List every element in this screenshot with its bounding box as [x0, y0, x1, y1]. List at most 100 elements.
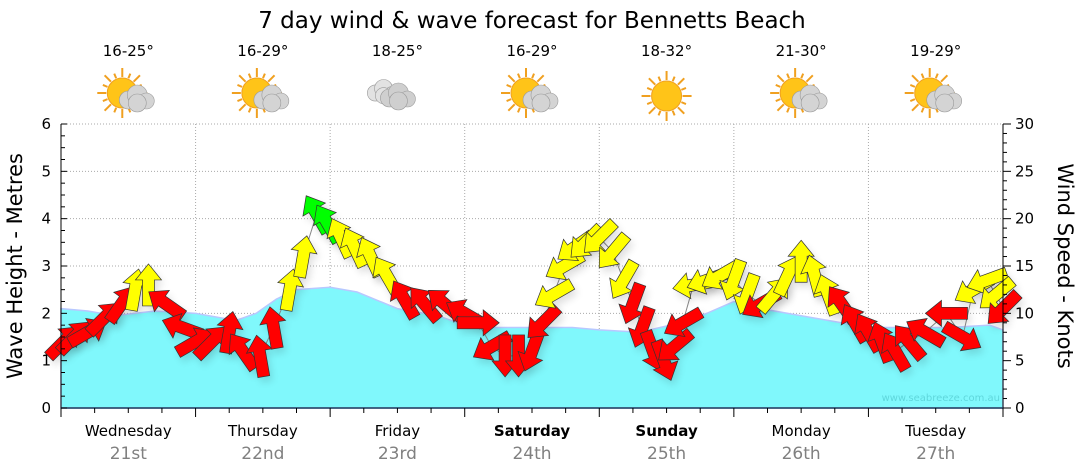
sun-ray: [680, 101, 687, 105]
sun-ray: [102, 84, 108, 88]
sun-ray: [113, 107, 118, 113]
sun-ray: [671, 76, 676, 82]
sun-ray: [776, 103, 785, 112]
sun-ray: [506, 98, 512, 102]
sun-ray: [517, 73, 521, 79]
sunny-icon: [641, 71, 692, 121]
wind-arrow: [134, 263, 163, 307]
sun-ray: [776, 74, 785, 83]
sun-ray: [805, 74, 814, 83]
sun-ray: [680, 87, 687, 91]
date-label: 24th: [512, 444, 551, 464]
sun-ray: [786, 73, 790, 79]
date-label: 22nd: [241, 444, 284, 464]
sun-ray: [648, 77, 656, 86]
sun-ray: [102, 98, 108, 102]
temperature-range: 18-25°: [372, 42, 423, 60]
sun-ray: [646, 101, 653, 105]
day-label: Wednesday: [85, 422, 172, 440]
wind-arrow: [216, 311, 244, 355]
wind-arrow: [456, 309, 500, 337]
wind-arrow: [658, 327, 696, 361]
sun-ray: [775, 98, 781, 102]
temperature-range: 16-29°: [506, 42, 557, 60]
day-columns: 16-25° Wednesday 21st 16-29° Thursday 22nd 18-…: [85, 42, 966, 464]
temperature-range: 16-29°: [237, 42, 288, 60]
sun-ray: [238, 103, 247, 112]
y-axis-right-label: Wind Speed - Knots: [1053, 163, 1077, 368]
sun-ray: [800, 73, 805, 79]
sun-ray: [909, 98, 916, 102]
sun-ray: [247, 73, 252, 79]
temperature-range: 21-30°: [776, 42, 827, 60]
day-label: Thursday: [227, 422, 298, 440]
sun-ray: [920, 107, 925, 113]
axes: 0 1 2 3 4 5 6 0 5 10 15 20 25 30: [41, 115, 1034, 417]
cloud-puff: [531, 93, 551, 113]
sun-ray: [677, 77, 685, 86]
sun-ray: [646, 87, 653, 91]
wind-arrow: [787, 239, 815, 283]
y-right-tick-label: 10: [1015, 304, 1034, 322]
y-right-tick-label: 20: [1015, 210, 1034, 228]
wind-arrow: [339, 227, 370, 270]
y-left-tick-label: 1: [41, 352, 51, 370]
wind-arrow: [527, 303, 563, 339]
wind-arrows: [44, 195, 1026, 386]
wind-arrow: [148, 289, 188, 322]
partly-cloudy-icon: [770, 68, 828, 118]
cloudy-icon: [367, 79, 416, 111]
sun-ray: [775, 84, 781, 88]
sun-ray: [531, 73, 535, 79]
sun-ray: [262, 73, 266, 79]
sun-ray: [507, 74, 516, 83]
sun-ray: [517, 107, 521, 113]
day-label: Saturday: [494, 422, 571, 440]
partly-cloudy-icon: [231, 68, 290, 118]
cloud-puff: [800, 93, 820, 113]
wind-arrow: [867, 321, 896, 364]
sun-ray: [506, 84, 512, 88]
sun-ray: [911, 103, 920, 112]
cloud-puff: [262, 93, 282, 113]
sun-ray: [657, 76, 662, 82]
wind-arrow: [259, 306, 287, 350]
wind-arrow: [813, 274, 842, 317]
sun-ray: [238, 74, 247, 83]
sun-ray: [247, 107, 252, 113]
wind-arrow: [906, 318, 947, 349]
partly-cloudy-icon: [904, 68, 963, 118]
wind-arrow: [326, 218, 356, 260]
sun-ray: [786, 107, 790, 113]
y-left-tick-label: 2: [41, 304, 51, 322]
watermark: www.seabreeze.com.au: [882, 393, 1000, 404]
sun-ray: [113, 73, 118, 79]
wind-arrow: [245, 334, 273, 379]
sun-ray: [940, 74, 949, 83]
y-left-tick-label: 5: [41, 162, 51, 180]
y-axis-left-label: Wave Height - Metres: [3, 153, 27, 379]
sun-ray: [671, 110, 676, 116]
sun-ray: [909, 84, 916, 88]
wind-arrow: [277, 268, 305, 312]
y-right-tick-label: 30: [1015, 115, 1034, 133]
temperature-range: 19-29°: [910, 42, 961, 60]
y-left-tick-label: 0: [41, 399, 51, 417]
sun-ray: [648, 106, 656, 115]
wind-arrow: [924, 299, 968, 328]
sun-ray: [536, 74, 545, 83]
wind-arrow: [987, 289, 1023, 324]
day-label: Monday: [772, 422, 831, 440]
date-label: 21st: [110, 444, 147, 464]
sun-ray: [677, 106, 685, 115]
y-left-tick-label: 4: [41, 210, 51, 228]
sun-ray: [657, 110, 662, 116]
wind-arrow: [584, 218, 619, 253]
wind-arrow: [940, 320, 982, 352]
y-left-tick-label: 3: [41, 257, 51, 275]
sun-ray: [127, 73, 132, 79]
sun-ray: [920, 73, 925, 79]
date-label: 27th: [916, 444, 955, 464]
